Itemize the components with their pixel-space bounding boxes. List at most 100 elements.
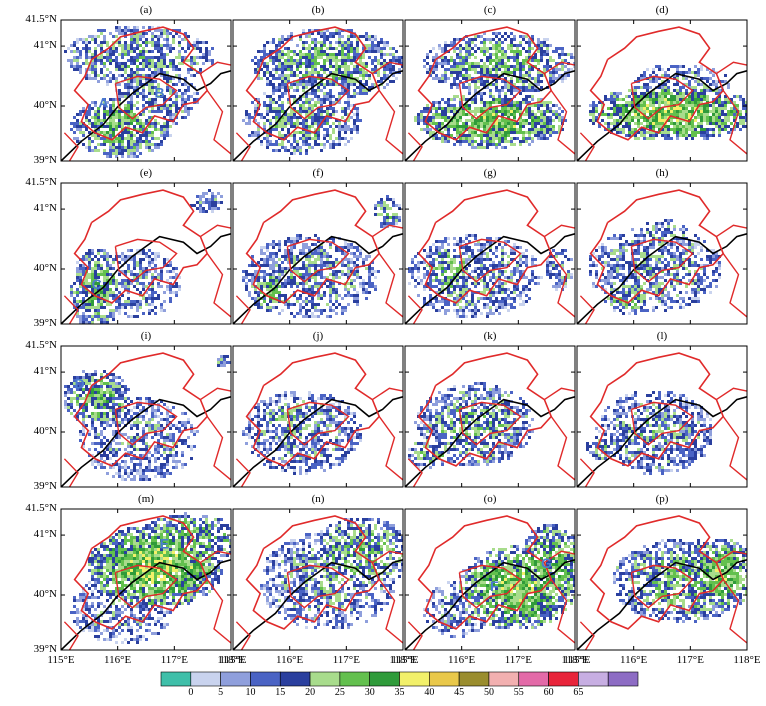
colorbar-swatch (250, 671, 281, 687)
panel-label: (l) (656, 330, 668, 342)
panel-frame (232, 508, 404, 651)
colorbar-tick-label: 10 (245, 687, 256, 698)
beijing-boundary (73, 26, 209, 141)
panel-frame (60, 19, 232, 162)
y-tick-label: 41°N (33, 528, 57, 541)
colorbar-swatch (548, 671, 579, 687)
beijing-boundary (73, 189, 209, 304)
colorbar-swatch (160, 671, 192, 687)
y-tick-label: 39°N (33, 643, 57, 655)
colorbar-swatch (339, 671, 370, 687)
colorbar-swatch (429, 671, 460, 687)
y-tick-label: 41.5°N (25, 13, 57, 25)
colorbar-tick-label: 60 (543, 687, 554, 698)
y-tick-label: 41.5°N (25, 502, 57, 514)
annotation-letter: D (75, 375, 85, 391)
beijing-boundary (245, 352, 381, 467)
panel-label: (c) (483, 4, 497, 16)
panel-frame (60, 182, 232, 325)
beijing-boundary (417, 26, 553, 141)
y-tick-label: 41°N (33, 365, 57, 378)
reflectivity-field (577, 26, 747, 161)
panel-c (404, 19, 576, 162)
panel-label: (a) (139, 4, 153, 16)
reflectivity-field (61, 26, 231, 161)
beijing-boundary (73, 352, 209, 467)
colorbar-tick-label: 35 (394, 687, 405, 698)
reflectivity-field (405, 189, 575, 324)
y-tick-label: 39°N (33, 480, 57, 492)
reflectivity-field (405, 515, 575, 650)
panel-frame (232, 19, 404, 162)
panel-j (232, 345, 404, 488)
panel-label: (p) (655, 493, 669, 505)
reflectivity-field (233, 352, 403, 487)
panel-frame (232, 182, 404, 325)
beijing-boundary (589, 189, 725, 304)
annotation-letter: A (98, 94, 108, 110)
x-tick-label: 116°E (620, 654, 648, 666)
beijing-boundary (589, 26, 725, 141)
reflectivity-field (233, 189, 403, 324)
panel-label: (f) (312, 167, 324, 179)
colorbar (160, 671, 639, 687)
panel-frame (576, 182, 748, 325)
panel-label: (n) (311, 493, 325, 505)
colorbar-swatch (458, 671, 490, 687)
y-tick-label: 40°N (33, 588, 57, 600)
reflectivity-field (61, 512, 231, 650)
x-tick-label: 115°E (563, 654, 591, 666)
panel-f (232, 182, 404, 325)
panel-frame (404, 345, 576, 488)
x-tick-label: 117°E (676, 654, 704, 666)
x-tick-label: 118°E (561, 654, 589, 666)
beijing-boundary (589, 352, 725, 467)
panel-frame (232, 345, 404, 488)
reflectivity-field (61, 352, 231, 487)
panel-label: (m) (138, 493, 154, 505)
colorbar-tick-label: 65 (573, 687, 584, 698)
x-tick-label: 117°E (160, 654, 188, 666)
beijing-boundary (417, 352, 553, 467)
panel-n (232, 508, 404, 651)
reflectivity-field (61, 189, 231, 324)
panel-label: (g) (483, 167, 497, 179)
panel-label: (e) (139, 167, 153, 179)
panel-h (576, 182, 748, 325)
colorbar-tick-label: 40 (424, 687, 435, 698)
panel-label: (h) (655, 167, 669, 179)
x-tick-label: 115°E (219, 654, 247, 666)
colorbar-swatch (399, 671, 430, 687)
panel-e (60, 182, 232, 325)
y-tick-label: 41°N (33, 202, 57, 215)
beijing-boundary (417, 189, 553, 304)
panel-i (60, 345, 232, 488)
colorbar-swatch (369, 671, 400, 687)
colorbar-tick-label: 20 (305, 687, 316, 698)
beijing-boundary (245, 26, 381, 141)
x-tick-label: 118°E (217, 654, 245, 666)
panel-label: (b) (311, 4, 325, 16)
y-tick-label: 40°N (33, 262, 57, 274)
panel-label: (i) (140, 330, 152, 342)
panel-p (576, 508, 748, 651)
reflectivity-field (577, 515, 747, 650)
colorbar-tick-label: 15 (275, 687, 286, 698)
y-tick-label: 41°N (33, 39, 57, 52)
beijing-boundary (417, 515, 553, 630)
annotation-letter: C (92, 276, 102, 292)
panel-d (576, 19, 748, 162)
x-tick-label: 118°E (733, 654, 761, 666)
reflectivity-field (233, 515, 403, 650)
y-tick-label: 41.5°N (25, 176, 57, 188)
panel-frame (60, 345, 232, 488)
panel-a (60, 19, 232, 162)
x-tick-label: 118°E (389, 654, 417, 666)
panel-frame (404, 182, 576, 325)
y-tick-label: 40°N (33, 99, 57, 111)
beijing-boundary (73, 515, 209, 630)
colorbar-tick-label: 5 (218, 687, 224, 698)
beijing-boundary (589, 515, 725, 630)
panel-k (404, 345, 576, 488)
y-tick-label: 41.5°N (25, 339, 57, 351)
